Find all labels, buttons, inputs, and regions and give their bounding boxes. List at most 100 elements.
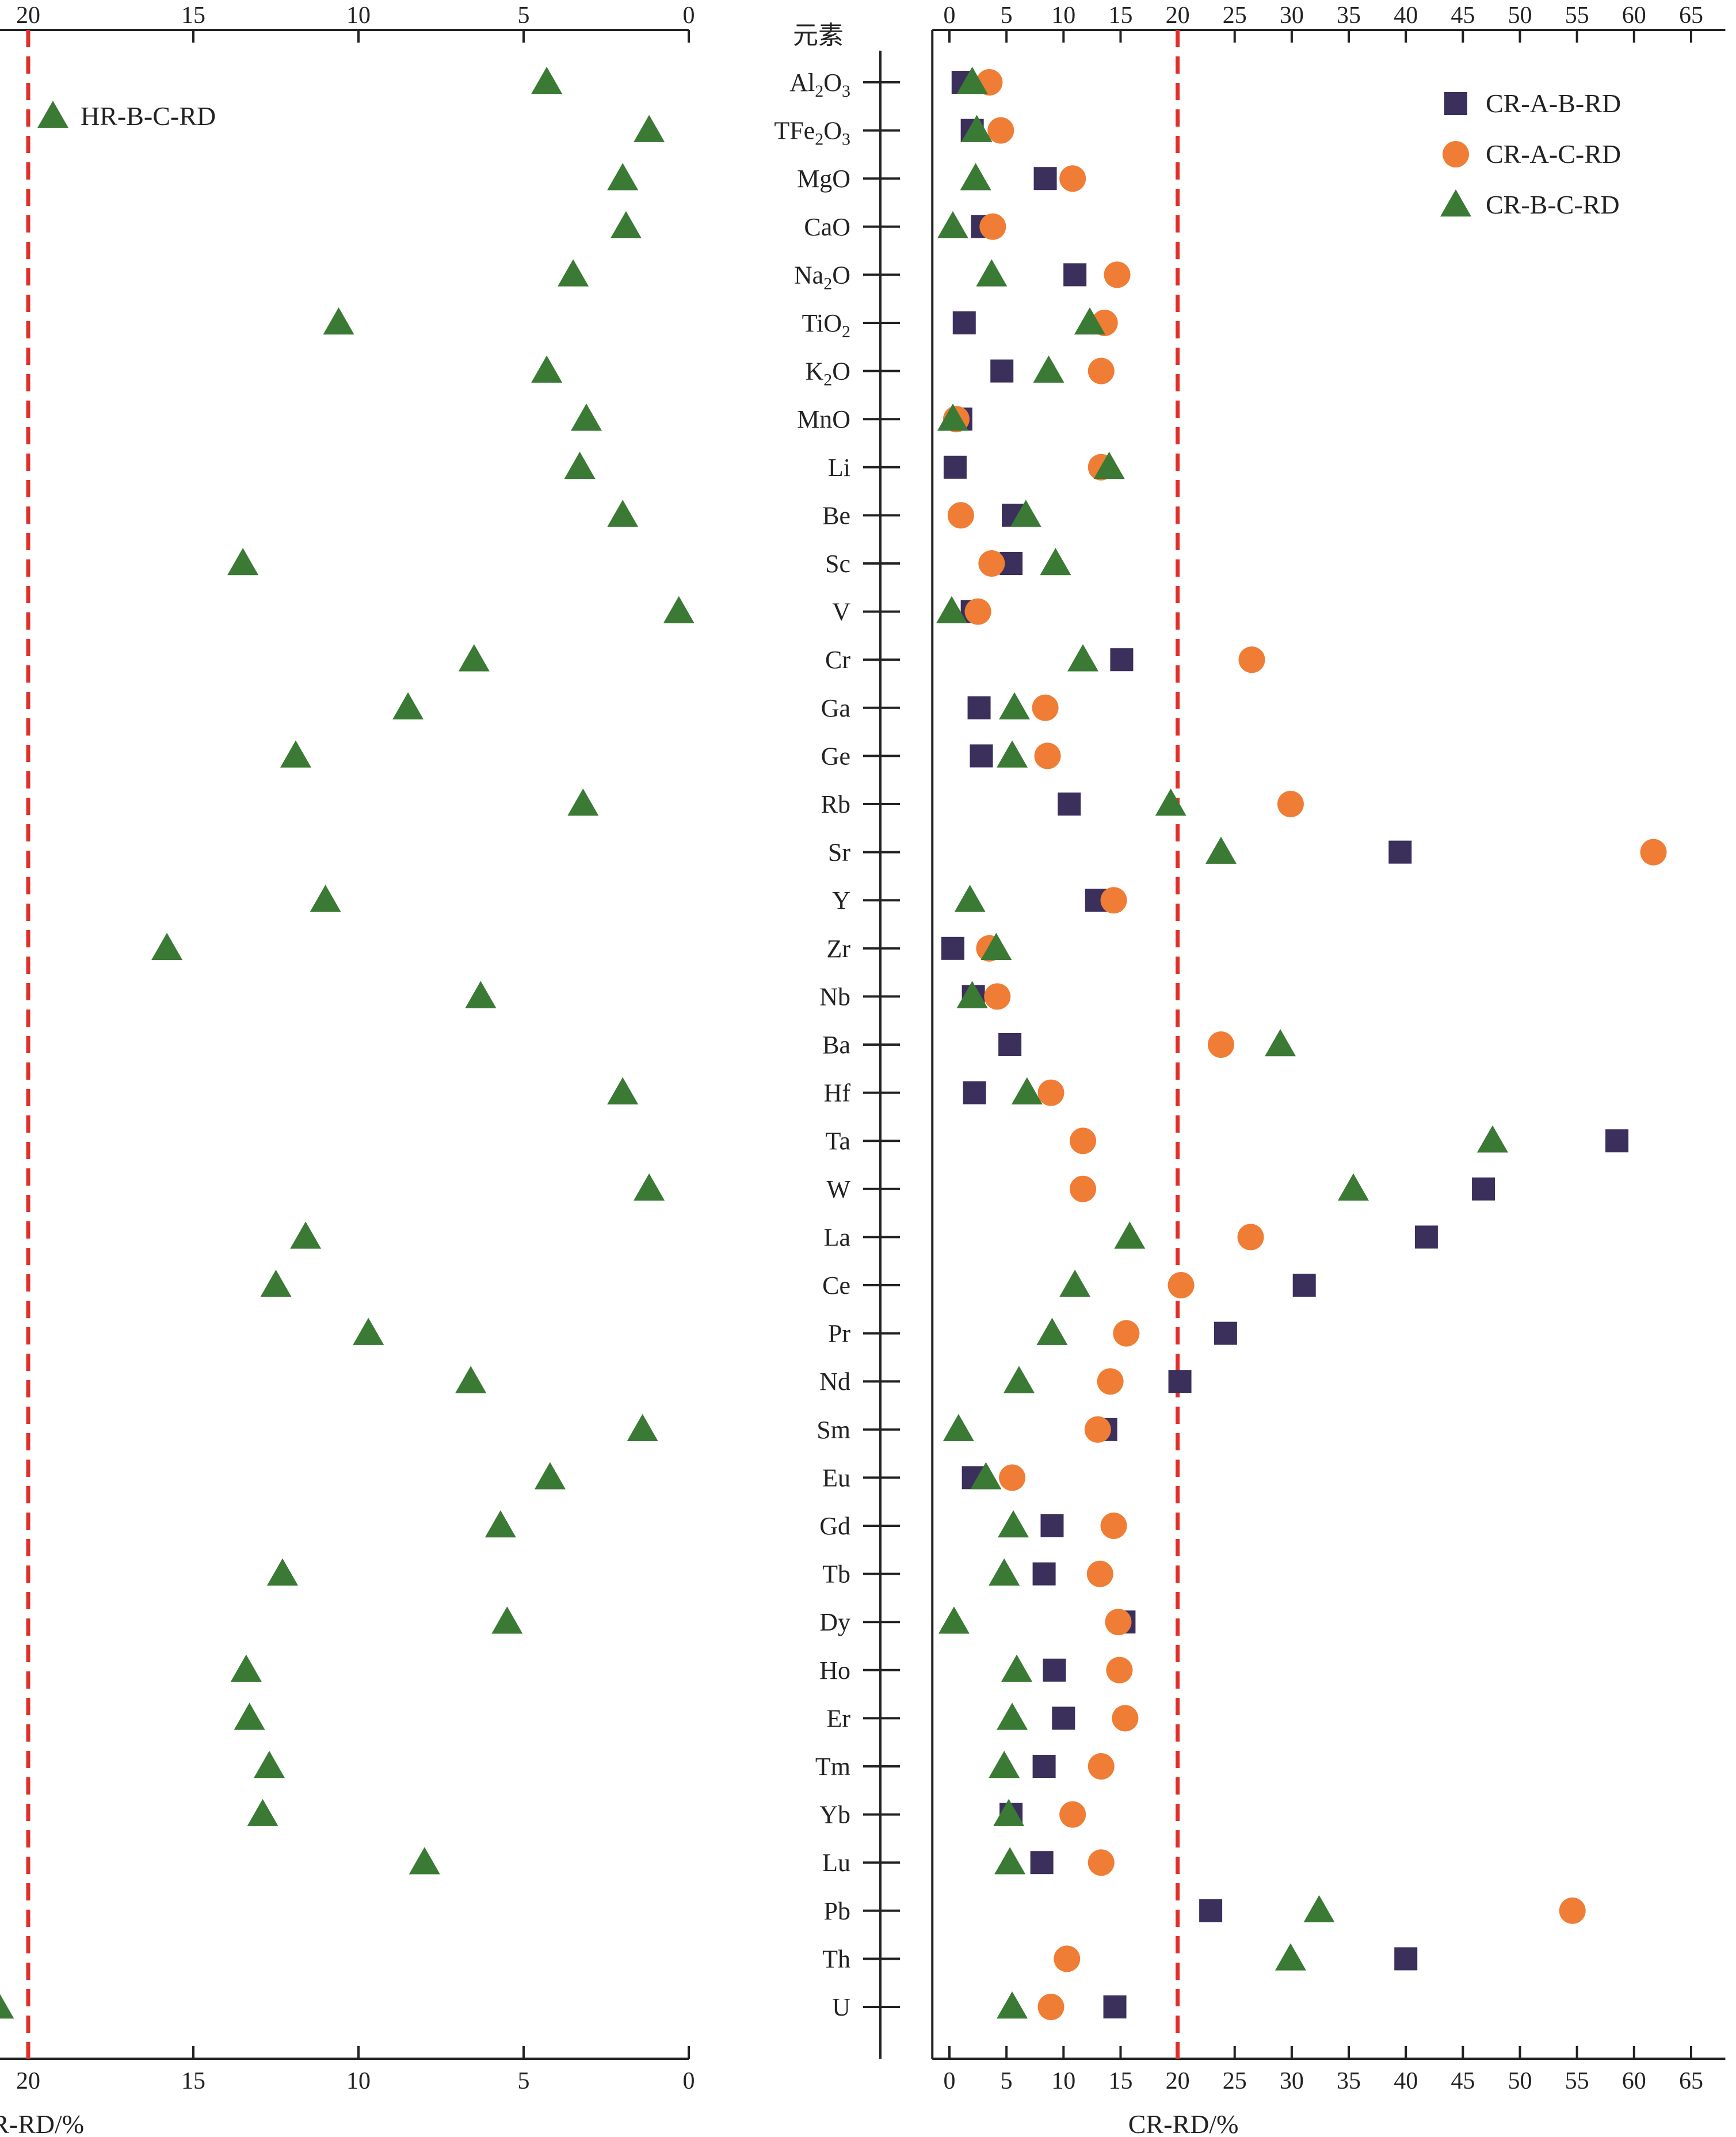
hr-point xyxy=(392,692,424,720)
cr-legend-marker xyxy=(1440,189,1471,217)
cr-point xyxy=(1074,307,1105,335)
hr-point xyxy=(230,1654,262,1682)
cr-top-tick-label: 5 xyxy=(1001,2,1013,29)
hr-point xyxy=(607,163,639,191)
cr-point xyxy=(999,692,1031,720)
cr-bottom-tick-label: 20 xyxy=(1166,2068,1190,2094)
hr-series-points xyxy=(0,67,695,2019)
cr-point xyxy=(956,67,988,94)
cr-point xyxy=(1033,167,1057,191)
element-label: Th xyxy=(822,1945,850,1973)
cr-point xyxy=(1058,793,1081,816)
element-category-labels: 元素 Al2O3 TFe2O3 MgO CaO Na2O TiO2 K2O MnO Li Be Sc… xyxy=(774,21,900,2059)
hr-point xyxy=(260,1270,292,1297)
cr-point xyxy=(1605,1129,1629,1153)
cr-point xyxy=(1105,1609,1132,1636)
cr-point xyxy=(1043,1658,1066,1682)
cr-series-2-points xyxy=(936,67,1508,2019)
cr-point xyxy=(1067,644,1099,672)
element-label: Er xyxy=(826,1704,850,1732)
cr-point xyxy=(937,403,968,431)
cr-point xyxy=(937,211,968,239)
cr-point xyxy=(1037,1079,1065,1106)
element-label: Nd xyxy=(819,1367,850,1396)
element-label: Pr xyxy=(828,1320,850,1348)
cr-top-tick-label: 65 xyxy=(1679,2,1703,29)
hr-rd-panel: 00551010151520202525303035354040HR-RD/%H… xyxy=(0,2,695,2137)
hr-point xyxy=(465,981,497,1008)
cr-point xyxy=(1030,1851,1054,1875)
cr-point xyxy=(1059,1270,1091,1297)
cr-point xyxy=(1472,1177,1495,1201)
cr-top-tick-label: 45 xyxy=(1451,2,1475,29)
cr-point xyxy=(952,311,976,334)
cr-bottom-tick-label: 30 xyxy=(1280,2068,1304,2094)
cr-point xyxy=(1032,1755,1056,1778)
cr-point xyxy=(999,1464,1026,1491)
cr-point xyxy=(1084,1416,1111,1443)
hr-top-tick-label: 10 xyxy=(346,2,371,29)
cr-top-tick-label: 25 xyxy=(1223,2,1247,29)
cr-point xyxy=(1114,1221,1146,1249)
cr-point xyxy=(984,983,1011,1010)
cr-bottom-tick-label: 40 xyxy=(1394,2068,1418,2094)
cr-rd-panel: 0055101015152020252530303535404045455050… xyxy=(931,2,1726,2137)
hr-point xyxy=(531,67,563,94)
cr-point xyxy=(997,740,1028,768)
cr-point xyxy=(1205,836,1237,864)
element-label: Sc xyxy=(825,550,850,578)
element-label: Lu xyxy=(822,1849,850,1877)
cr-point xyxy=(941,936,964,960)
cr-point xyxy=(1103,1995,1127,2018)
cr-point xyxy=(1414,1225,1438,1249)
element-label: Be xyxy=(822,501,850,530)
cr-point xyxy=(994,1847,1026,1875)
hr-top-tick-label: 5 xyxy=(518,2,530,29)
hr-point xyxy=(0,1994,14,2019)
cr-point xyxy=(1104,261,1131,288)
cr-point xyxy=(1011,1077,1043,1104)
cr-point xyxy=(1275,1943,1306,1971)
cr-point xyxy=(1032,694,1059,721)
cr-point xyxy=(1394,1947,1418,1971)
hr-bottom-tick-label: 10 xyxy=(346,2068,371,2094)
element-label: TFe2O3 xyxy=(774,117,850,149)
cr-point xyxy=(947,502,974,529)
element-label: U xyxy=(832,1993,850,2021)
cr-point xyxy=(1032,1562,1056,1586)
cr-point xyxy=(1207,1031,1234,1058)
element-label: Sm xyxy=(817,1416,850,1444)
cr-point xyxy=(936,596,967,623)
hr-point xyxy=(280,740,311,768)
element-label: Dy xyxy=(819,1608,850,1636)
hr-point xyxy=(567,788,599,816)
hr-point xyxy=(663,596,695,623)
cr-axis-title: CR-RD/% xyxy=(1128,2109,1239,2137)
element-label: Na2O xyxy=(794,261,850,293)
cr-point xyxy=(1155,788,1186,816)
hr-top-tick-label: 0 xyxy=(683,2,695,29)
element-label: Gd xyxy=(819,1512,850,1540)
cr-point xyxy=(1113,1320,1140,1347)
cr-point xyxy=(1040,1514,1064,1537)
cr-bottom-tick-label: 15 xyxy=(1108,2068,1132,2094)
cr-bottom-tick-label: 50 xyxy=(1508,2068,1532,2094)
cr-point xyxy=(1033,355,1065,383)
cr-point xyxy=(1003,1366,1035,1393)
hr-point xyxy=(353,1317,384,1345)
element-label: Yb xyxy=(819,1801,850,1829)
cr-top-tick-label: 40 xyxy=(1394,2,1418,29)
element-label: Pb xyxy=(824,1897,850,1925)
hr-point xyxy=(558,259,589,287)
cr-point xyxy=(1112,1705,1139,1732)
hr-point xyxy=(254,1751,285,1778)
hr-point xyxy=(564,451,596,479)
cr-legend: CR-A-B-RD CR-A-C-RD CR-B-C-RD xyxy=(1440,89,1621,219)
element-label: CaO xyxy=(804,213,850,241)
hr-top-tick-label: 15 xyxy=(181,2,205,29)
element-label: W xyxy=(826,1175,850,1203)
cr-point xyxy=(943,455,967,479)
cr-point xyxy=(1559,1897,1586,1924)
cr-point xyxy=(1106,1656,1133,1683)
